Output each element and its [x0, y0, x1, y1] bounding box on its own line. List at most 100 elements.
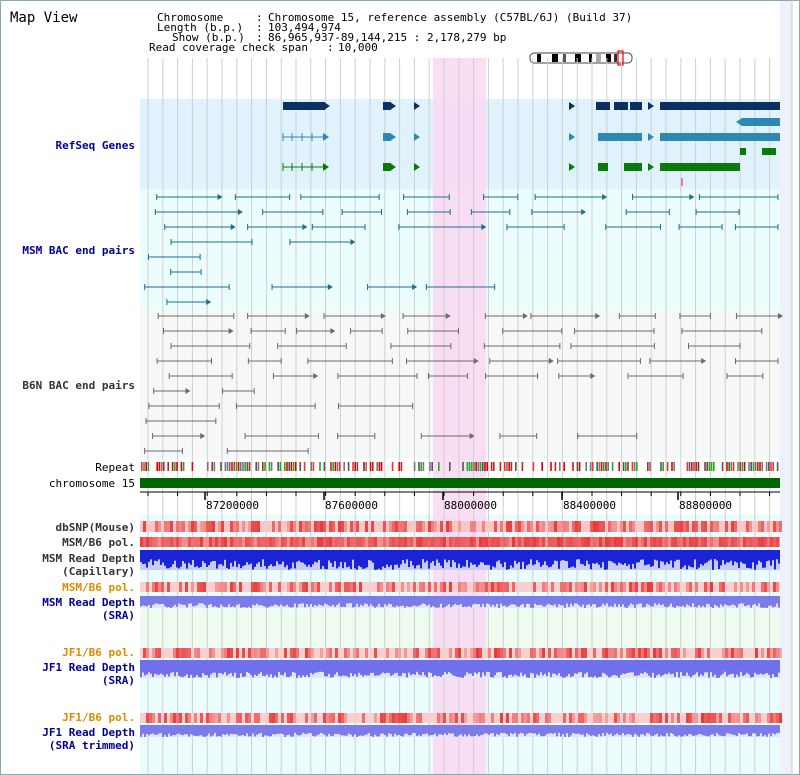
- heat-cell: [329, 582, 332, 592]
- depth-bar: [692, 596, 694, 604]
- heat-cell: [575, 582, 578, 592]
- depth-bar: [218, 725, 220, 737]
- chromosome-bar[interactable]: [140, 478, 780, 488]
- jf1-b6-pol-label-1[interactable]: JF1/B6 pol.: [62, 646, 135, 659]
- bac-end-arrow: [701, 358, 707, 364]
- depth-bar: [726, 550, 728, 563]
- depth-bar: [432, 550, 434, 561]
- heat-cell: [707, 713, 710, 723]
- depth-bar: [178, 550, 180, 569]
- depth-bar: [464, 660, 466, 676]
- depth-bar: [296, 596, 298, 608]
- jf1-b6-pol-label-2[interactable]: JF1/B6 pol.: [62, 711, 135, 724]
- depth-bar: [494, 550, 496, 568]
- depth-bar: [352, 660, 354, 677]
- depth-bar: [546, 550, 548, 566]
- heat-cell: [389, 521, 392, 532]
- jf1-depth-sra-label[interactable]: JF1 Read Depth: [42, 661, 135, 674]
- depth-bar: [488, 660, 490, 672]
- heat-cell: [419, 582, 422, 592]
- depth-bar: [502, 725, 504, 734]
- depth-bar: [386, 660, 388, 673]
- heat-cell: [569, 582, 572, 592]
- msm-b6-pol-label-2[interactable]: MSM/B6 pol.: [62, 581, 135, 594]
- heat-cell: [767, 582, 770, 592]
- depth-bar: [382, 550, 384, 567]
- depth-bar: [226, 596, 228, 608]
- heat-cell: [593, 648, 596, 658]
- depth-bar: [440, 660, 442, 677]
- chromosome-ideogram[interactable]: [529, 50, 633, 66]
- heat-cell: [689, 537, 692, 547]
- depth-bar: [676, 596, 678, 606]
- depth-bar: [704, 660, 706, 673]
- depth-bar: [444, 550, 446, 560]
- repeat-element: [776, 462, 779, 471]
- msm-depth-capillary-label[interactable]: MSM Read Depth: [42, 552, 135, 565]
- msm-bac-pairs[interactable]: [144, 194, 779, 305]
- depth-bar: [184, 596, 186, 605]
- heat-cell: [140, 537, 143, 547]
- heat-cell: [170, 713, 173, 723]
- depth-bar: [346, 550, 348, 568]
- msm-depth-sra-label[interactable]: MSM Read Depth: [42, 596, 135, 609]
- depth-bar: [440, 725, 442, 735]
- depth-bar: [188, 660, 190, 678]
- refseq-genes[interactable]: [282, 102, 780, 186]
- msm-bac-track-label[interactable]: MSM BAC end pairs: [22, 244, 135, 257]
- repeat-element: [312, 462, 315, 471]
- depth-bar: [500, 550, 502, 564]
- depth-bar: [392, 596, 394, 607]
- heat-cell: [698, 648, 701, 658]
- dbsnp-label[interactable]: dbSNP(Mouse): [55, 521, 135, 534]
- heat-cell: [527, 537, 530, 547]
- depth-bar: [506, 550, 508, 570]
- depth-bar: [730, 596, 732, 606]
- heat-cell: [659, 648, 662, 658]
- heat-cell: [710, 582, 713, 592]
- heat-cell: [473, 713, 476, 723]
- depth-bar: [422, 596, 424, 604]
- heat-cell: [533, 582, 536, 592]
- depth-bar: [592, 550, 594, 564]
- heat-cell: [146, 648, 149, 658]
- depth-bar: [342, 596, 344, 607]
- depth-bar: [316, 550, 318, 563]
- heat-cell: [758, 713, 761, 723]
- heat-cell: [281, 537, 284, 547]
- repeat-track[interactable]: [141, 462, 779, 471]
- depth-bar: [232, 725, 234, 735]
- read-depth-tracks[interactable]: [140, 550, 780, 737]
- msm-b6-pol-label-1[interactable]: MSM/B6 pol.: [62, 536, 135, 549]
- depth-bar: [164, 550, 166, 566]
- depth-bar: [284, 725, 286, 737]
- heat-cell: [659, 582, 662, 592]
- depth-bar: [734, 725, 736, 736]
- refseq-track-label[interactable]: RefSeq Genes: [55, 139, 135, 152]
- heat-cell: [686, 582, 689, 592]
- b6n-bac-pairs[interactable]: [144, 313, 783, 454]
- repeat-element: [400, 462, 403, 471]
- depth-bar: [640, 550, 642, 560]
- heat-cell: [695, 582, 698, 592]
- heat-cell: [320, 648, 323, 658]
- heat-cell: [572, 713, 575, 723]
- heat-cell: [173, 713, 176, 723]
- depth-bar: [756, 596, 758, 606]
- heat-cell: [593, 582, 596, 592]
- heat-cell: [629, 537, 632, 547]
- jf1-depth-trimmed-label[interactable]: JF1 Read Depth: [42, 726, 135, 739]
- depth-bar: [420, 725, 422, 737]
- depth-bar: [284, 550, 286, 568]
- depth-bar: [480, 725, 482, 736]
- b6n-bac-track-label[interactable]: B6N BAC end pairs: [22, 379, 135, 392]
- heat-cell: [458, 537, 461, 547]
- depth-bar: [226, 725, 228, 734]
- depth-bar: [352, 725, 354, 737]
- strand-arrow: [648, 163, 654, 171]
- polymorphism-tracks[interactable]: [140, 521, 782, 723]
- heat-cell: [401, 521, 404, 532]
- repeat-element: [490, 462, 493, 471]
- depth-bar: [212, 550, 214, 561]
